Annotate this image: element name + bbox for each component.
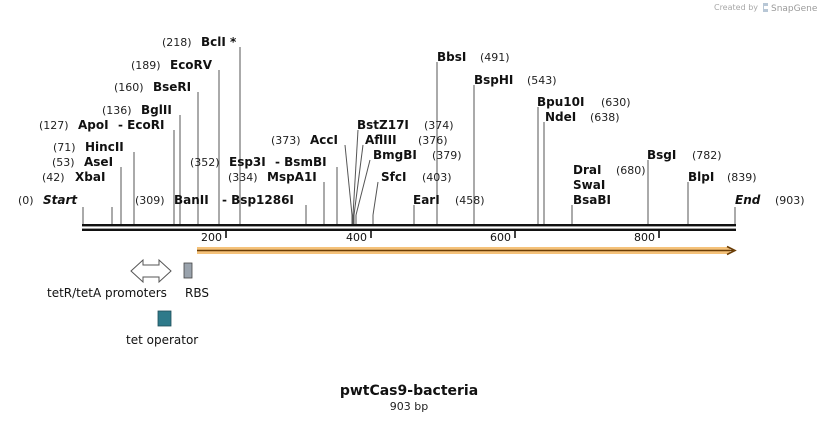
sequence-length: 903 bp [390,400,428,413]
backbone-top-strand [82,224,736,227]
backbone-bottom-strand [82,228,736,231]
double-arrow-icon[interactable] [130,258,172,284]
site-name-acci: AccI [310,133,338,147]
site-name-bbsi: BbsI [437,50,466,64]
site-pos-bsphi: (543) [527,74,557,87]
site-pos-sfci: (403) [422,171,452,184]
cut-line-bstz17i [352,129,359,216]
site-name-bsphi: BspHI [474,73,513,87]
site-pos-bcli: (218) [162,36,192,49]
site-pos-bpu10i: (630) [601,96,631,109]
site-name-asei: AseI [84,155,113,169]
site-pos-asei: (53) [52,156,75,169]
site-pos-bglii: (136) [102,104,132,117]
snapgene-logo-icon [763,3,768,12]
site-name-bsp1286i: - Bsp1286I [222,193,294,207]
ruler-label-400: 400 [346,231,367,244]
site-name-blpi: BlpI [688,170,714,184]
cut-lines [82,47,736,224]
site-name-banii: BanII [174,193,209,207]
site-pos-hincii: (71) [53,141,76,154]
site-name-ndei: NdeI [545,110,576,124]
ruler: 200 400 600 800 [201,229,660,244]
site-pos-ecorv: (189) [131,59,161,72]
site-name-afliii: AflIII [365,133,397,147]
ruler-label-800: 800 [634,231,655,244]
site-pos-bsgi: (782) [692,149,722,162]
site-name-bmgbi: BmgBI [373,148,417,162]
site-name-mspa1i: MspA1I [267,170,317,184]
site-pos-bbsi: (491) [480,51,510,64]
site-name-bsabi: BsaBI [573,193,611,207]
ruler-label-200: 200 [201,231,222,244]
cut-line-afliii [353,144,364,216]
site-pos-xbai: (42) [42,171,65,184]
site-name-bstz17i: BstZ17I [357,118,409,132]
site-name-bpu10i: Bpu10I [537,95,584,109]
end-pos-label: (903) [775,194,805,207]
end-label: End [735,193,761,207]
site-name-bglii: BglII [141,103,172,117]
sequence-backbone [82,224,736,231]
cut-line-acci [344,144,353,216]
created-by-text: Created by [714,3,758,12]
site-pos-mspa1i: (334) [228,171,258,184]
site-name-apoi: ApoI [78,118,109,132]
cut-line-bmgbi [355,159,371,216]
site-name-bseri: BseRI [153,80,191,94]
site-labels: (42) XbaI (53) AseI (71) HincII (127) Ap… [39,35,757,207]
tet-operator-label: tet operator [126,333,198,347]
site-name-bcli: BclI * [201,35,237,49]
site-pos-blpi: (839) [727,171,757,184]
ruler-label-600: 600 [490,231,511,244]
site-pos-apoi: (127) [39,119,69,132]
site-name-xbai: XbaI [75,170,105,184]
site-name-drai: DraI [573,163,601,177]
site-pos-esp3i: (352) [190,156,220,169]
snapgene-brand-text: SnapGene [771,4,818,14]
site-name-hincii: HincII [85,140,124,154]
promoters-label: tetR/tetA promoters [47,286,167,300]
site-name-sfci: SfcI [381,170,406,184]
site-name-ecori: - EcoRI [118,118,164,132]
site-name-swai: SwaI [573,178,605,192]
start-label: Start [43,193,78,207]
site-pos-drai: (680) [616,164,646,177]
orf-arrowhead-icon [726,245,737,256]
cut-line-sfci [372,181,379,216]
start-pos-label: (0) [18,194,34,207]
site-name-bsmbi: - BsmBI [275,155,327,169]
rbs-label: RBS [185,286,209,300]
tet-operator-feature[interactable] [157,310,172,327]
site-pos-eari: (458) [455,194,485,207]
orf-feature[interactable] [197,245,737,256]
site-name-bsgi: BsgI [647,148,676,162]
site-name-eari: EarI [413,193,440,207]
site-name-esp3i: Esp3I [229,155,266,169]
site-pos-bseri: (160) [114,81,144,94]
site-pos-afliii: (376) [418,134,448,147]
sequence-title: pwtCas9-bacteria [340,383,478,399]
site-pos-acci: (373) [271,134,301,147]
site-pos-bmgbi: (379) [432,149,462,162]
promoters-feature[interactable] [130,258,172,284]
site-pos-banii: (309) [135,194,165,207]
site-pos-bstz17i: (374) [424,119,454,132]
site-name-ecorv: EcoRV [170,58,213,72]
rbs-feature[interactable] [183,262,193,279]
site-pos-ndei: (638) [590,111,620,124]
